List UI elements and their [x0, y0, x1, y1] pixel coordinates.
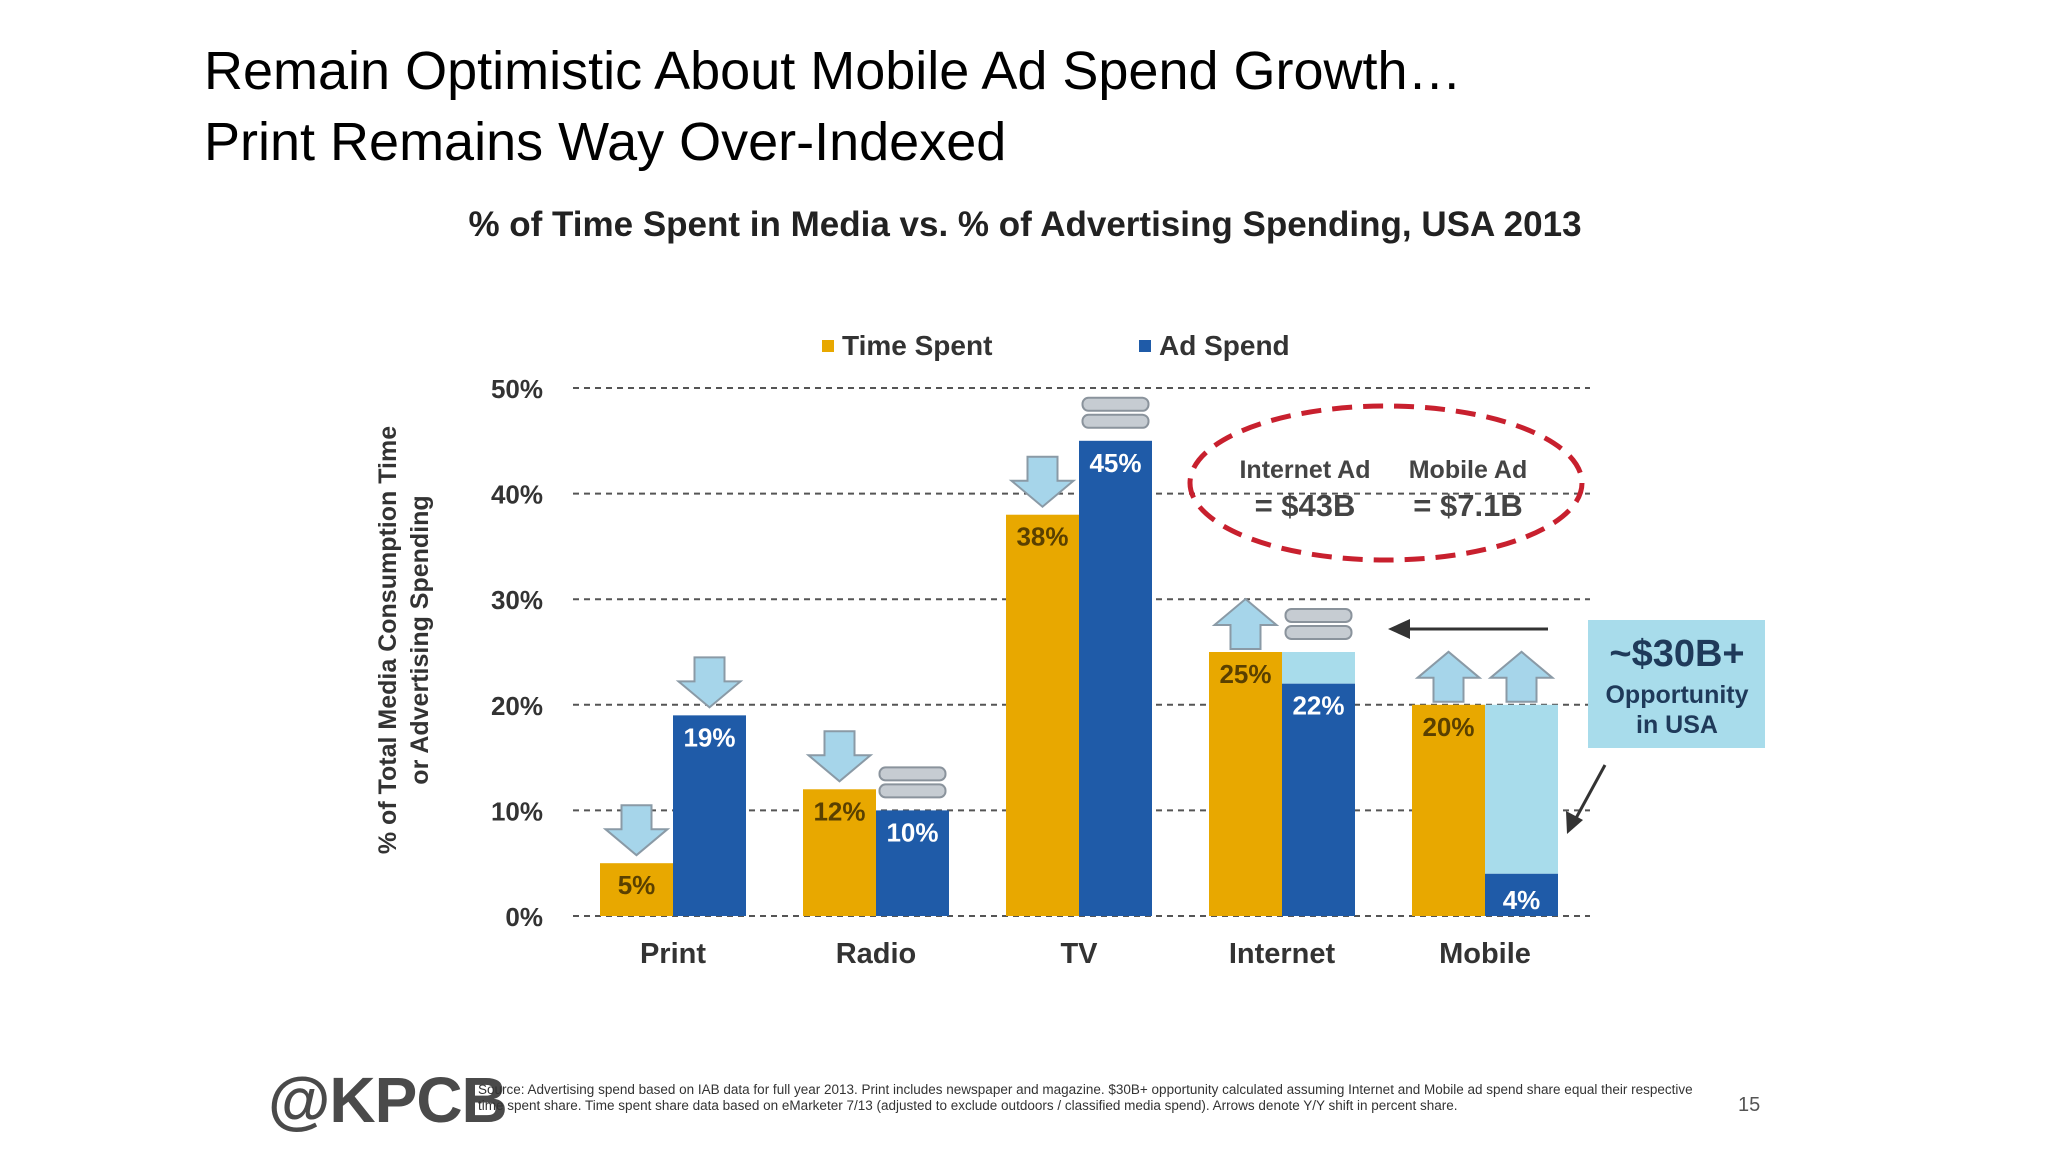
- page-number: 15: [1738, 1094, 1761, 1116]
- yoy-shift-up-icon: [1414, 650, 1483, 703]
- yoy-shift-flat-icon: [878, 766, 947, 799]
- y-axis-ticks: 0% 10% 20% 30% 40% 50%: [491, 374, 543, 932]
- opportunity-callout: ~$30B+ Opportunity in USA: [1388, 619, 1765, 834]
- bar-ad-spend-radio: [876, 810, 949, 916]
- bar-label-time-spent-mobile: 20%: [1422, 712, 1474, 742]
- yoy-shift-flat-icon-bar: [1284, 625, 1353, 640]
- bar-time-spent-tv: [1006, 514, 1079, 916]
- bar-label-ad-spend-radio: 10%: [886, 817, 938, 847]
- mobile-ad-label: Mobile Ad: [1409, 456, 1528, 484]
- slide-title: Remain Optimistic About Mobile Ad Spend …: [204, 36, 1904, 178]
- yoy-shift-up-icon-shape: [1211, 597, 1280, 650]
- opportunity-arrow-to-internet-head: [1388, 619, 1410, 639]
- kpcb-logo: @KPCB: [268, 1064, 508, 1136]
- x-axis-category-labels: Print Radio TV Internet Mobile: [640, 938, 1531, 970]
- yoy-shift-down-icon-shape: [602, 804, 671, 857]
- bar-label-ad-spend-internet: 22%: [1292, 691, 1344, 721]
- x-tick-label-radio: Radio: [836, 938, 917, 970]
- y-tick-label: 0%: [505, 902, 543, 932]
- yoy-shift-down-icon-shape: [675, 656, 744, 709]
- bar-label-time-spent-radio: 12%: [813, 796, 865, 826]
- chart-title: % of Time Spent in Media vs. % of Advert…: [468, 205, 1581, 244]
- bar-opportunity-mobile: [1485, 704, 1558, 874]
- yoy-shift-down-icon: [805, 730, 874, 783]
- yoy-shift-up-icon-shape: [1487, 650, 1556, 703]
- yoy-shift-up-icon-shape: [1414, 650, 1483, 703]
- yoy-shift-flat-icon-bar: [878, 766, 947, 782]
- y-axis-label-line-1: % of Total Media Consumption Time: [374, 426, 402, 854]
- bar-label-time-spent-tv: 38%: [1016, 522, 1068, 552]
- bar-time-spent-mobile: [1412, 704, 1485, 916]
- slide-title-line-1: Remain Optimistic About Mobile Ad Spend …: [204, 41, 1462, 101]
- x-tick-label-tv: TV: [1060, 938, 1098, 970]
- bar-ad-spend-mobile: [1485, 873, 1558, 916]
- yoy-shift-down-icon: [1008, 455, 1077, 509]
- source-note: Source: Advertising spend based on IAB d…: [478, 1082, 1693, 1113]
- yoy-shift-flat-icon-bar: [1081, 413, 1150, 429]
- bar-series: [600, 440, 1558, 916]
- y-tick-label: 30%: [491, 585, 543, 615]
- x-tick-label-internet: Internet: [1229, 938, 1336, 970]
- internet-ad-value: = $43B: [1255, 488, 1356, 523]
- legend-label-ad-spend: Ad Spend: [1159, 330, 1290, 361]
- yoy-shift-flat-icon: [1284, 608, 1353, 640]
- legend-swatch-ad-spend: [1139, 340, 1151, 352]
- y-tick-label: 10%: [491, 796, 543, 826]
- bar-opportunity-internet: [1282, 652, 1355, 684]
- yoy-shift-down-icon-shape: [1008, 455, 1077, 509]
- opportunity-arrow-to-mobile-head: [1566, 811, 1583, 834]
- opportunity-arrow-to-mobile: [1573, 764, 1607, 821]
- legend: Time Spent Ad Spend: [822, 330, 1290, 361]
- y-tick-label: 50%: [491, 374, 543, 404]
- legend-swatch-time-spent: [822, 340, 834, 352]
- bar-time-spent-internet: [1209, 652, 1282, 916]
- y-tick-label: 20%: [491, 691, 543, 721]
- opportunity-amount: ~$30B+: [1609, 633, 1744, 675]
- opportunity-label-line-2: in USA: [1636, 711, 1718, 739]
- opportunity-label-line-1: Opportunity: [1605, 681, 1748, 709]
- yoy-shift-down-icon: [602, 804, 671, 857]
- yoy-shift-flat-icon-bar: [1081, 396, 1150, 412]
- yoy-shift-flat-icon-bar: [878, 783, 947, 799]
- bar-ad-spend-print: [673, 715, 746, 916]
- x-tick-label-mobile: Mobile: [1439, 938, 1531, 970]
- bar-time-spent-print: [600, 863, 673, 916]
- bar-ad-spend-tv: [1079, 440, 1152, 916]
- y-tick-label: 40%: [491, 480, 543, 510]
- bar-time-spent-radio: [803, 789, 876, 916]
- x-tick-label-print: Print: [640, 938, 706, 970]
- y-axis-label-line-2: or Advertising Spending: [406, 495, 434, 784]
- bar-value-labels: 5% 19% 12% 10% 38% 45% 25% 22% 20% 4%: [618, 448, 1541, 915]
- bar-label-ad-spend-print: 19%: [683, 722, 735, 752]
- legend-label-time-spent: Time Spent: [842, 330, 992, 361]
- ad-spend-callout: Internet Ad = $43B Mobile Ad = $7.1B: [1187, 403, 1585, 563]
- yoy-shift-up-icon: [1211, 597, 1280, 650]
- bar-label-time-spent-print: 5%: [618, 870, 656, 900]
- internet-ad-label: Internet Ad: [1239, 456, 1370, 484]
- bar-label-ad-spend-mobile: 4%: [1503, 885, 1541, 915]
- bar-label-time-spent-internet: 25%: [1219, 659, 1271, 689]
- yoy-shift-down-icon: [675, 656, 744, 709]
- bar-label-ad-spend-tv: 45%: [1089, 448, 1141, 478]
- yoy-shift-down-icon-shape: [805, 730, 874, 783]
- bar-ad-spend-internet: [1282, 683, 1355, 916]
- opportunity-box: [1588, 620, 1765, 748]
- mobile-ad-value: = $7.1B: [1413, 488, 1522, 523]
- ad-spend-callout-ellipse: [1187, 403, 1585, 563]
- yoy-shift-up-icon: [1487, 650, 1556, 703]
- yoy-shift-markers: [602, 396, 1556, 857]
- slide-title-line-2: Print Remains Way Over-Indexed: [204, 112, 1007, 172]
- yoy-shift-flat-icon-bar: [1284, 608, 1353, 623]
- yoy-shift-flat-icon: [1081, 396, 1150, 429]
